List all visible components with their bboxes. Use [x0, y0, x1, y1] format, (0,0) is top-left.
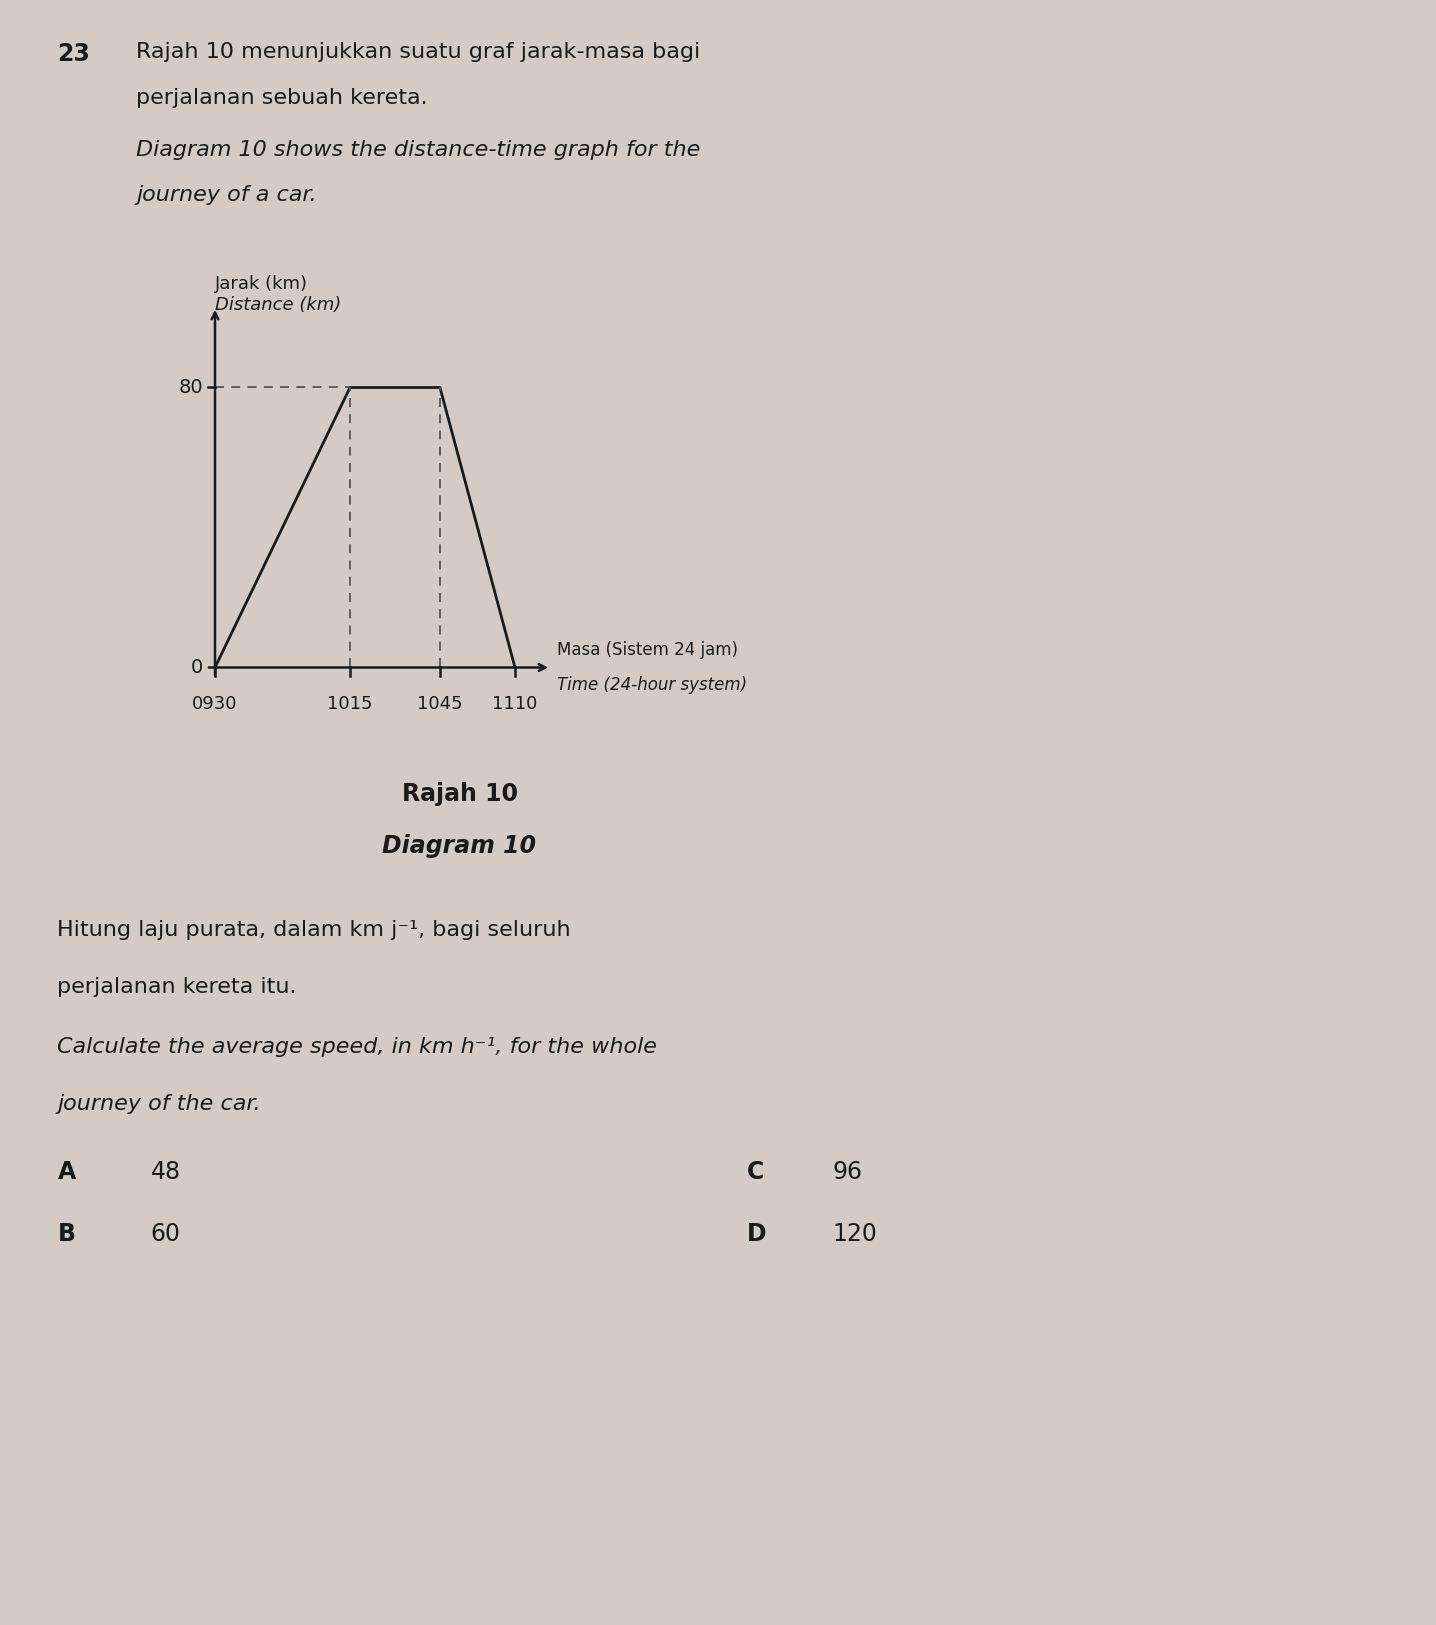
Text: 23: 23: [57, 42, 90, 67]
Text: C: C: [747, 1160, 764, 1185]
Text: perjalanan kereta itu.: perjalanan kereta itu.: [57, 977, 297, 996]
Text: Rajah 10: Rajah 10: [402, 782, 517, 806]
Text: Masa (Sistem 24 jam): Masa (Sistem 24 jam): [557, 640, 738, 660]
Text: Distance (km): Distance (km): [215, 296, 342, 314]
Text: 1110: 1110: [493, 696, 537, 713]
Text: perjalanan sebuah kereta.: perjalanan sebuah kereta.: [136, 88, 428, 107]
Text: 48: 48: [151, 1160, 181, 1185]
Text: 0: 0: [191, 658, 202, 678]
Text: 1045: 1045: [418, 696, 462, 713]
Text: 80: 80: [178, 379, 202, 396]
Text: Time (24-hour system): Time (24-hour system): [557, 676, 747, 694]
Text: A: A: [57, 1160, 76, 1185]
Text: D: D: [747, 1222, 767, 1246]
Text: Rajah 10 menunjukkan suatu graf jarak-masa bagi: Rajah 10 menunjukkan suatu graf jarak-ma…: [136, 42, 701, 62]
Text: Hitung laju purata, dalam km j⁻¹, bagi seluruh: Hitung laju purata, dalam km j⁻¹, bagi s…: [57, 920, 572, 939]
Text: Jarak (km): Jarak (km): [215, 275, 307, 292]
Text: 120: 120: [833, 1222, 877, 1246]
Text: 1015: 1015: [327, 696, 373, 713]
Text: journey of a car.: journey of a car.: [136, 185, 317, 205]
Text: 0930: 0930: [192, 696, 238, 713]
Text: journey of the car.: journey of the car.: [57, 1094, 261, 1113]
Text: Diagram 10 shows the distance-time graph for the: Diagram 10 shows the distance-time graph…: [136, 140, 701, 159]
Text: Diagram 10: Diagram 10: [382, 834, 537, 858]
Text: B: B: [57, 1222, 76, 1246]
Text: 60: 60: [151, 1222, 181, 1246]
Text: Calculate the average speed, in km h⁻¹, for the whole: Calculate the average speed, in km h⁻¹, …: [57, 1037, 658, 1056]
Text: 96: 96: [833, 1160, 863, 1185]
